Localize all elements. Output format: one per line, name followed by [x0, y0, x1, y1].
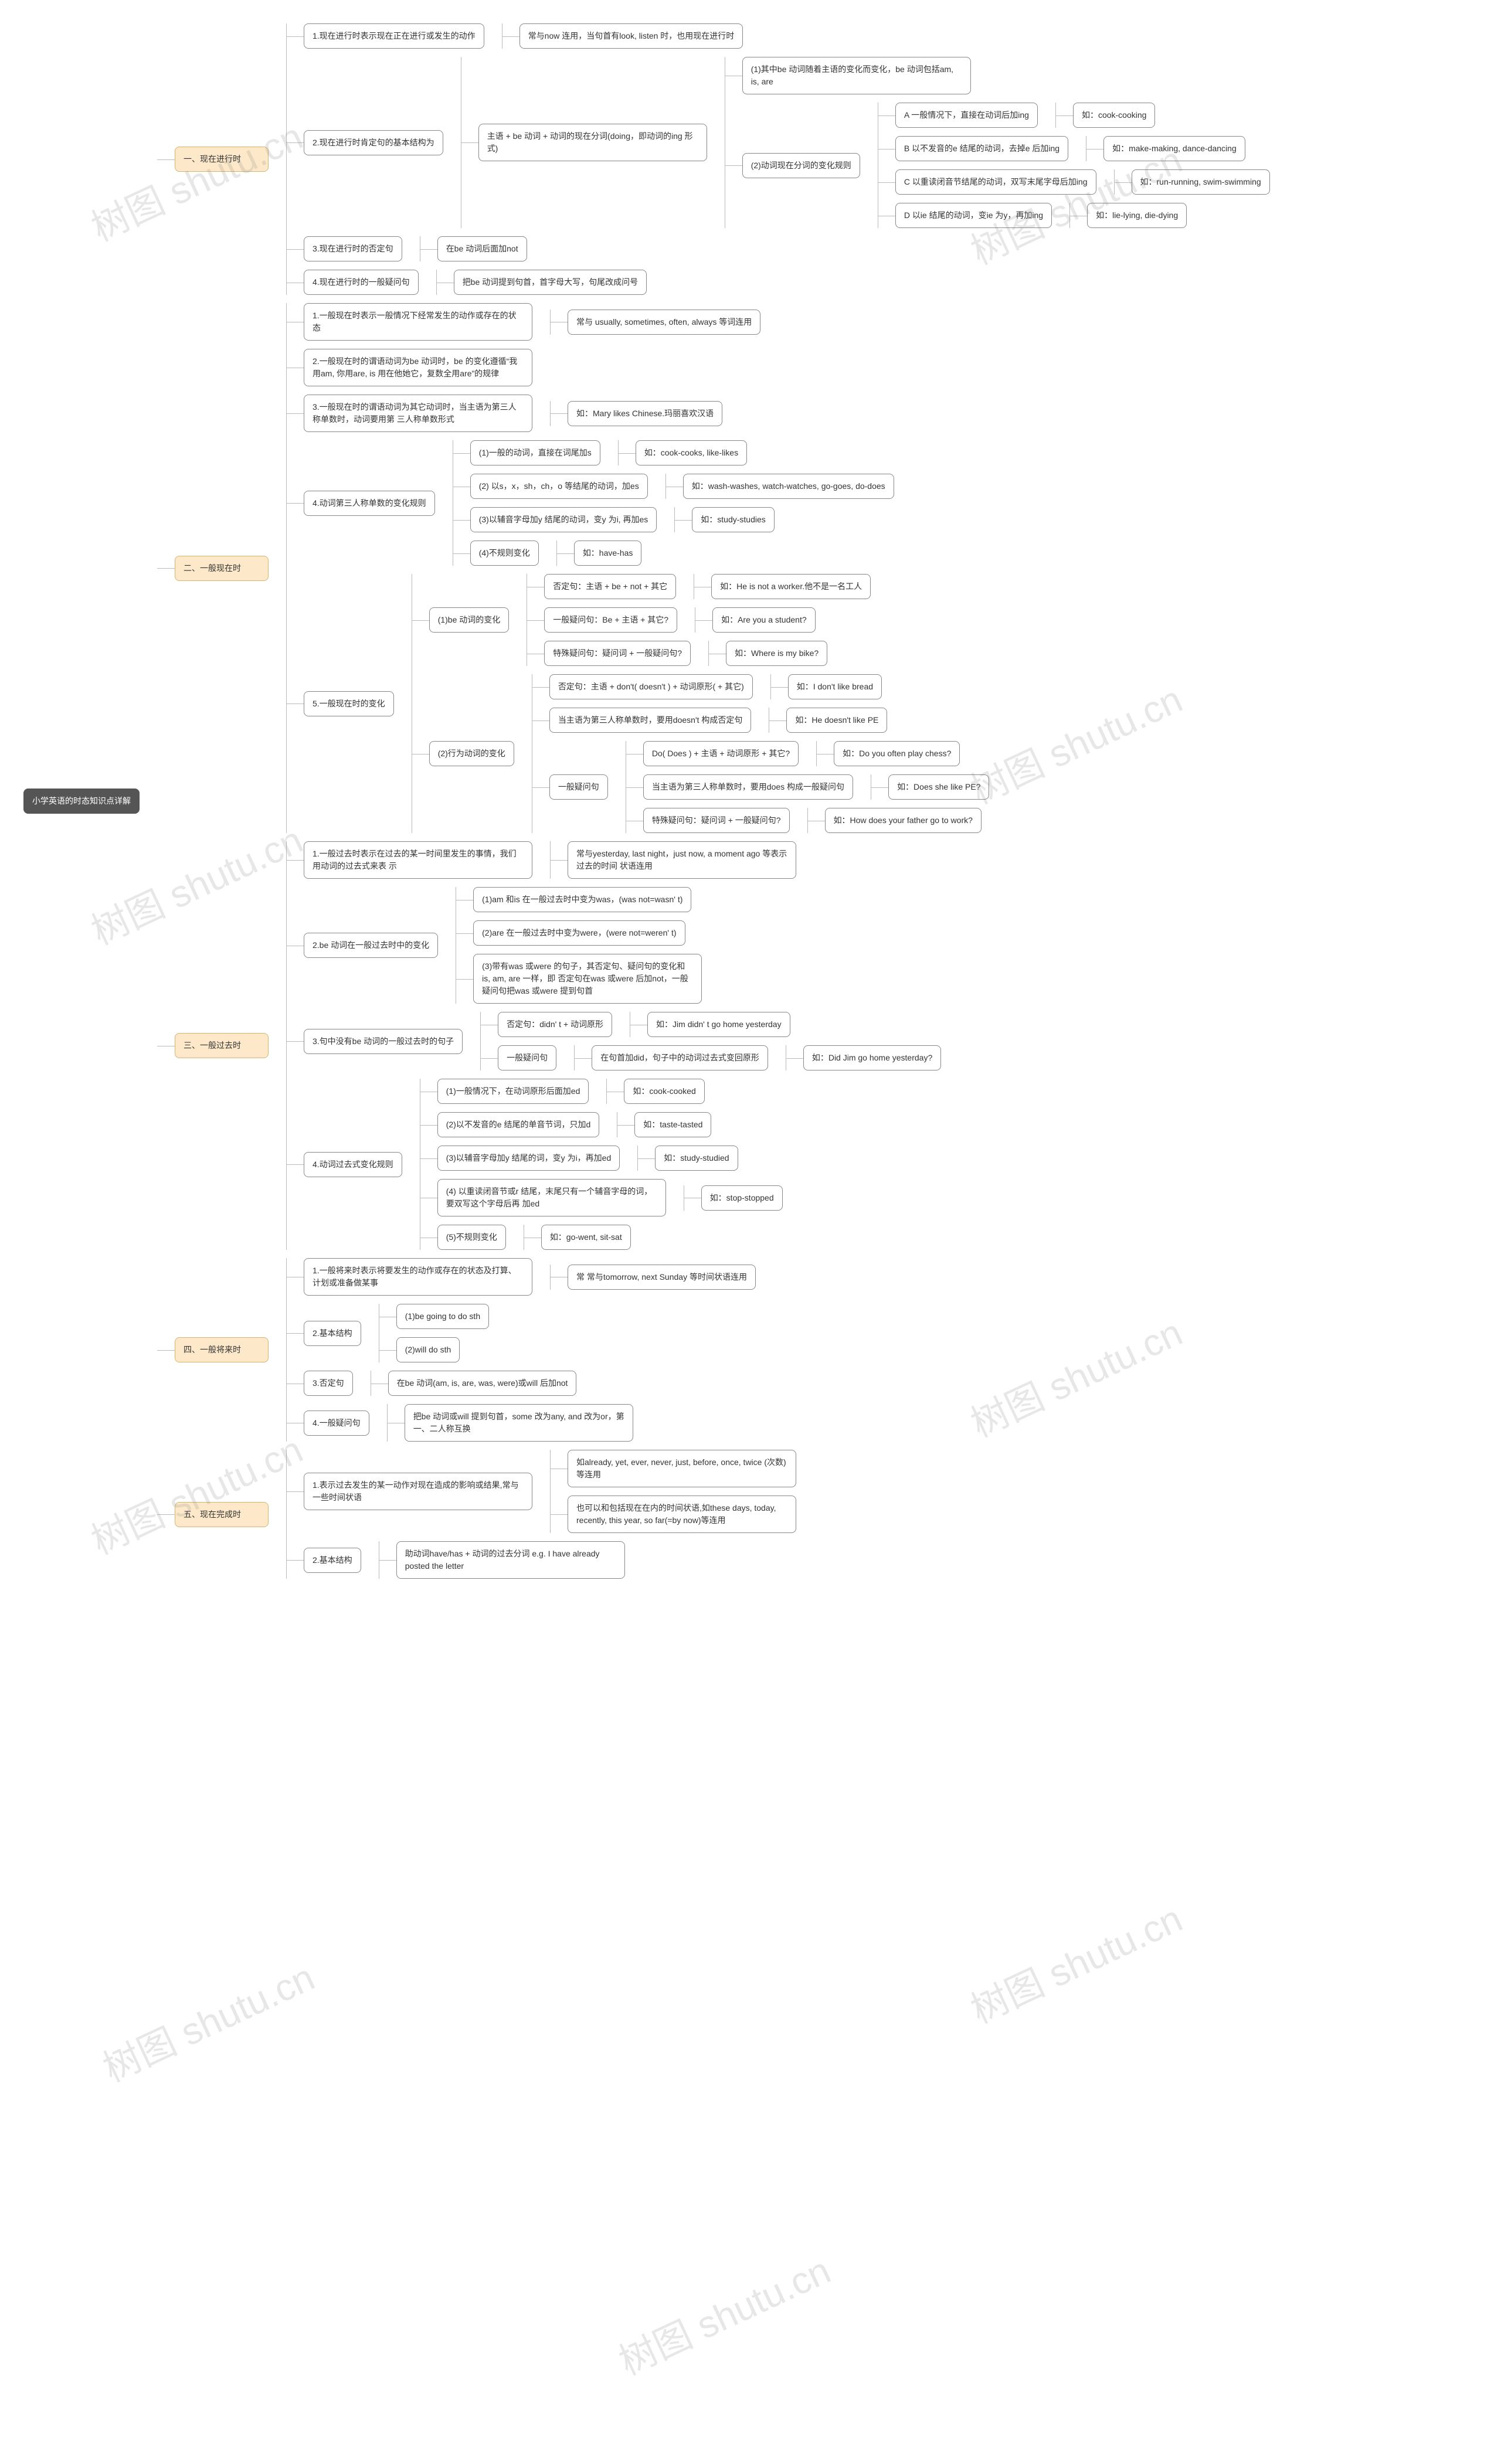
mindmap-node: C 以重读闭音节结尾的动词，双写末尾字母后加ing — [895, 169, 1096, 195]
mindmap-node: (2)行为动词的变化 — [429, 741, 514, 766]
mindmap-node: 如：stop-stopped — [701, 1185, 783, 1211]
mindmap-node: 如：lie-lying, die-dying — [1087, 203, 1187, 228]
mindmap-node: Do( Does ) + 主语 + 动词原形 + 其它? — [643, 741, 799, 766]
mindmap-node: (3)带有was 或were 的句子，其否定句、疑问句的变化和is, am, a… — [473, 954, 702, 1004]
watermark: 树图 shutu.cn — [961, 1889, 1190, 2034]
mindmap-node: 5.一般现在时的变化 — [304, 691, 394, 716]
mindmap-node: 如：Does she like PE? — [888, 774, 989, 800]
root-node: 小学英语的时态知识点详解 — [23, 789, 140, 814]
mindmap-node: 如：Jim didn' t go home yesterday — [647, 1012, 790, 1037]
mindmap-node: 常与 usually, sometimes, often, always 等词连… — [568, 310, 760, 335]
mindmap-node: 如：Do you often play chess? — [834, 741, 960, 766]
mindmap-node: (2)动词现在分词的变化规则 — [742, 153, 860, 178]
mindmap-node: (1)一般的动词，直接在词尾加s — [470, 440, 600, 465]
mindmap-node: 如：Mary likes Chinese.玛丽喜欢汉语 — [568, 401, 722, 426]
mindmap-node: 如：make-making, dance-dancing — [1103, 136, 1245, 161]
mindmap-node: (3)以辅音字母加y 结尾的词，变y 为i，再加ed — [437, 1146, 620, 1171]
mindmap-node: (2)will do sth — [396, 1337, 460, 1362]
mindmap-node: 把be 动词提到句首，首字母大写，句尾改成问号 — [454, 270, 647, 295]
mindmap-node: 如：Did Jim go home yesterday? — [803, 1045, 941, 1070]
mindmap-node: (4)不规则变化 — [470, 541, 539, 566]
mindmap-node: A 一般情况下，直接在动词后加ing — [895, 103, 1038, 128]
mindmap-node: 在句首加did，句子中的动词过去式变回原形 — [592, 1045, 768, 1070]
mindmap-node: 如：taste-tasted — [634, 1112, 711, 1137]
mindmap-node: 特殊疑问句：疑问词 + 一般疑问句? — [544, 641, 691, 666]
mindmap-node: 如：He doesn't like PE — [786, 708, 887, 733]
mindmap-node: 4.动词第三人称单数的变化规则 — [304, 491, 435, 516]
mindmap-node: 如already, yet, ever, never, just, before… — [568, 1450, 796, 1487]
mindmap-node: 4.动词过去式变化规则 — [304, 1152, 402, 1177]
mindmap-node: 如：study-studied — [655, 1146, 738, 1171]
mindmap-node: 4.现在进行时的一般疑问句 — [304, 270, 419, 295]
mindmap-node: 特殊疑问句：疑问词 + 一般疑问句? — [643, 808, 790, 833]
mindmap-node: (5)不规则变化 — [437, 1225, 506, 1250]
mindmap-node: 当主语为第三人称单数时，要用doesn't 构成否定句 — [549, 708, 752, 733]
mindmap-node: 2.be 动词在一般过去时中的变化 — [304, 933, 438, 958]
mindmap-node: 否定句：主语 + be + not + 其它 — [544, 574, 676, 599]
mindmap-node: 在be 动词(am, is, are, was, were)或will 后加no… — [388, 1371, 577, 1396]
mindmap-node: 如：run-running, swim-swimming — [1132, 169, 1270, 195]
mindmap-node: 2.一般现在时的谓语动词为be 动词时，be 的变化遵循“我用am, 你用are… — [304, 349, 532, 386]
mindmap-node: 一般疑问句：Be + 主语 + 其它? — [544, 607, 677, 633]
mindmap-node: 2.基本结构 — [304, 1548, 361, 1573]
mindmap-node: 否定句：主语 + don't( doesn't ) + 动词原形( + 其它) — [549, 674, 753, 699]
mindmap-node: 否定句：didn' t + 动词原形 — [498, 1012, 612, 1037]
mindmap-node: D 以ie 结尾的动词，变ie 为y，再加ing — [895, 203, 1052, 228]
mindmap-node: (2)以不发音的e 结尾的单音节词，只加d — [437, 1112, 600, 1137]
mindmap-node: 1.一般过去时表示在过去的某一时间里发生的事情，我们用动词的过去式来表 示 — [304, 841, 532, 879]
mindmap-node: (1)一般情况下，在动词原形后面加ed — [437, 1079, 589, 1104]
mindmap-node: 2.基本结构 — [304, 1321, 361, 1346]
section-node: 五、现在完成时 — [175, 1502, 269, 1527]
mindmap-node: 4.一般疑问句 — [304, 1411, 369, 1436]
mindmap-node: 1.一般现在时表示一般情况下经常发生的动作或存在的状态 — [304, 303, 532, 341]
mindmap-node: 如：How does your father go to work? — [825, 808, 982, 833]
watermark: 树图 shutu.cn — [93, 1948, 322, 2092]
mindmap-node: 如：have-has — [574, 541, 642, 566]
section-node: 四、一般将来时 — [175, 1337, 269, 1362]
mindmap-node: 常 常与tomorrow, next Sunday 等时间状语连用 — [568, 1265, 756, 1290]
mindmap-node: 如：cook-cooking — [1073, 103, 1156, 128]
mindmap-node: 3.句中没有be 动词的一般过去时的句子 — [304, 1029, 463, 1054]
mindmap-node: 如：Where is my bike? — [726, 641, 827, 666]
mindmap-node: (2)are 在一般过去时中变为were，(were not=weren' t) — [473, 920, 685, 946]
mindmap-node: 如：cook-cooked — [624, 1079, 704, 1104]
watermark: 树图 shutu.cn — [609, 2241, 838, 2385]
mindmap-node: 如：He is not a worker.他不是一名工人 — [711, 574, 871, 599]
mindmap-node: 常与yesterday, last night，just now, a mome… — [568, 841, 796, 879]
mindmap-node: 如：Are you a student? — [712, 607, 816, 633]
section-node: 三、一般过去时 — [175, 1033, 269, 1058]
section-node: 一、现在进行时 — [175, 147, 269, 172]
mindmap-node: 一般疑问句 — [549, 774, 608, 800]
mindmap-node: 1.现在进行时表示现在正在进行或发生的动作 — [304, 23, 484, 49]
mindmap-node: 如：study-studies — [692, 507, 774, 532]
section-node: 二、一般现在时 — [175, 556, 269, 581]
mindmap-node: 如：go-went, sit-sat — [541, 1225, 631, 1250]
mindmap-node: 当主语为第三人称单数时，要用does 构成一般疑问句 — [643, 774, 853, 800]
mindmap-node: B 以不发音的e 结尾的动词，去掉e 后加ing — [895, 136, 1068, 161]
mindmap-node: 在be 动词后面加not — [437, 236, 527, 261]
mindmap-node: (2) 以s，x，sh，ch，o 等结尾的动词，加es — [470, 474, 648, 499]
mindmap-node: (3)以辅音字母加y 结尾的动词，变y 为i, 再加es — [470, 507, 657, 532]
mindmap-node: 常与now 连用，当句首有look, listen 时，也用现在进行时 — [519, 23, 743, 49]
mindmap-node: (1)am 和is 在一般过去时中变为was，(was not=wasn' t) — [473, 887, 691, 912]
mindmap-node: 如：cook-cooks, like-likes — [636, 440, 747, 465]
mindmap-node: 3.否定句 — [304, 1371, 353, 1396]
mindmap-node: 把be 动词或will 提到句首，some 改为any, and 改为or，第一… — [405, 1404, 633, 1442]
mindmap-node: (1)其中be 动词随着主语的变化而变化，be 动词包括am, is, are — [742, 57, 971, 94]
mindmap-node: 也可以和包括现在在内的时间状语,如these days, today, rece… — [568, 1496, 796, 1533]
mindmap-node: 如：I don't like bread — [788, 674, 882, 699]
mindmap-node: 1.表示过去发生的某一动作对现在造成的影响或结果,常与一些时间状语 — [304, 1473, 532, 1510]
mindmap-node: 3.一般现在时的谓语动词为其它动词时，当主语为第三人称单数时，动词要用第 三人称… — [304, 395, 532, 432]
mindmap-node: (1)be 动词的变化 — [429, 607, 510, 633]
mindmap-node: (1)be going to do sth — [396, 1304, 489, 1329]
mindmap-node: 一般疑问句 — [498, 1045, 556, 1070]
mindmap-node: 助动词have/has + 动词的过去分词 e.g. I have alread… — [396, 1541, 625, 1579]
mindmap-node: 2.现在进行时肯定句的基本结构为 — [304, 130, 443, 155]
mindmap-node: 如：wash-washes, watch-watches, go-goes, d… — [683, 474, 894, 499]
mindmap-node: (4) 以重读闭音节或r 结尾，末尾只有一个辅音字母的词，要双写这个字母后再 加… — [437, 1179, 666, 1216]
mindmap-node: 主语 + be 动词 + 动词的现在分词(doing，即动词的ing 形式) — [478, 124, 707, 161]
mindmap-node: 1.一般将来时表示将要发生的动作或存在的状态及打算、计划或准备做某事 — [304, 1258, 532, 1296]
mindmap-node: 3.现在进行时的否定句 — [304, 236, 402, 261]
